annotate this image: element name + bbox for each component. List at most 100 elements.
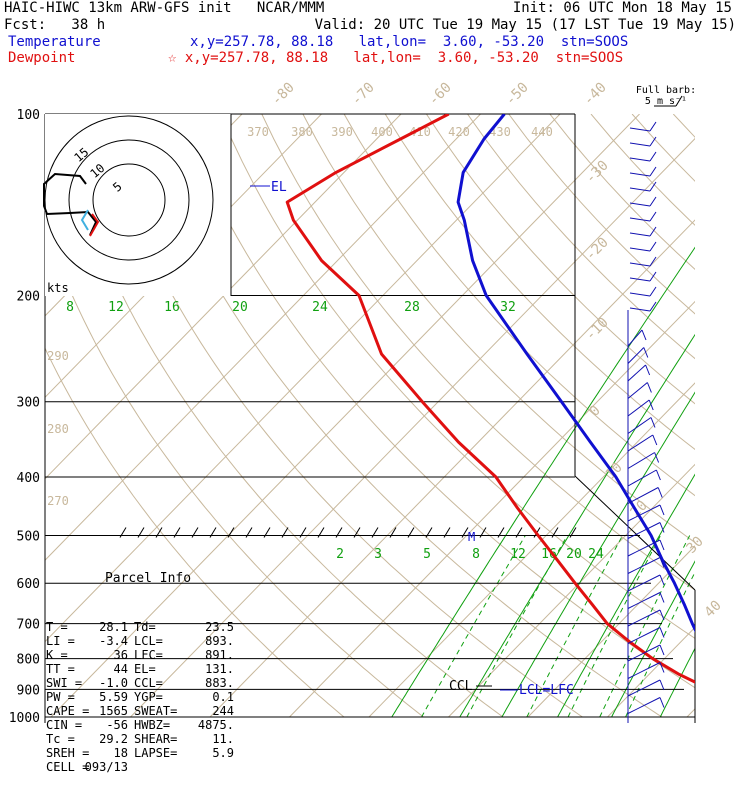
mixing-ratio-label: 8: [472, 547, 480, 562]
parcel-param-value: 5.59: [80, 690, 128, 705]
mixing-ratio-label: 5: [423, 547, 431, 562]
mixing-ratio-label: 3: [374, 547, 382, 562]
wind-barb-feather: [660, 680, 664, 690]
mixing-ratio-label: 20: [566, 547, 582, 562]
wind-barb-staff: [628, 348, 644, 364]
pressure-tick-label: 900: [17, 683, 40, 698]
wind-barb-feather: [642, 330, 646, 340]
hodograph-units-label: kts: [47, 281, 69, 295]
wind-barb-feather: [644, 348, 648, 358]
mixing-ratio-label: 12: [510, 547, 526, 562]
pressure-tick-label: 200: [17, 290, 40, 305]
el-marker-label: EL: [271, 180, 287, 195]
wind-barb-staff: [628, 383, 647, 399]
wind-barb-staff: [628, 558, 660, 574]
wind-barb-staff: [630, 173, 650, 176]
mixing-ratio-lines: [392, 114, 740, 717]
isotherm-label: -40: [581, 80, 610, 109]
isotherm-line: [528, 114, 740, 717]
wind-barb-feather: [660, 593, 664, 603]
isotherm-label: -50: [503, 80, 532, 109]
wind-barb-feather: [650, 197, 656, 206]
pressure-tick-label: 1000: [9, 711, 40, 726]
isotherm-line: [290, 114, 740, 717]
theta-label: 280: [47, 422, 69, 436]
theta-label: 290: [47, 349, 69, 363]
theta-label: 270: [47, 494, 69, 508]
wind-barb-staff: [628, 680, 660, 696]
parcel-param-value: 131.: [186, 662, 234, 677]
wind-barb-staff: [628, 435, 653, 451]
parcel-param-value: 1565: [80, 704, 128, 719]
parcel-param-name: Tc =: [46, 732, 80, 747]
wind-barbs: Full barb:5 m s⁻¹: [628, 85, 696, 714]
wind-barb-feather: [660, 645, 664, 655]
dewpoint-profile-line: [287, 114, 723, 717]
isotherm-label: 0: [587, 403, 604, 420]
wind-barb-feather: [660, 698, 664, 708]
parcel-param-name: SREH =: [46, 746, 80, 761]
lcl-lfc-marker-label: LCL=LFC: [519, 683, 574, 698]
hodograph-background: [45, 114, 231, 296]
header-init-time: Init: 06 UTC Mon 18 May 15: [513, 0, 732, 16]
header-valid-time: Valid: 20 UTC Tue 19 May 15 (17 LST Tue …: [315, 17, 736, 33]
parcel-param-name: CCL=: [128, 676, 186, 691]
isotherm-label: 40: [702, 598, 725, 621]
mixing-ratio-label: 12: [108, 300, 124, 315]
mixing-ratio-line: [725, 114, 740, 717]
wind-barb-feather: [650, 287, 656, 296]
parcel-param-name: LCL=: [128, 634, 186, 649]
wind-barb-feather: [650, 152, 656, 161]
pressure-tick-label: 400: [17, 471, 40, 486]
parcel-param-value: 893.: [186, 634, 234, 649]
wind-barb-feather: [656, 470, 660, 480]
barb-legend-title: Full barb:: [636, 85, 696, 96]
isotherm-label: -20: [583, 235, 612, 264]
parcel-param-name: HWBZ=: [128, 718, 186, 733]
wind-barb-staff: [628, 453, 655, 469]
header-forecast-hour: Fcst: 38 h: [4, 17, 105, 33]
wind-barb-feather: [650, 242, 656, 251]
parcel-param-name: SHEAR=: [128, 732, 186, 747]
parcel-param-value: -1.0: [80, 676, 128, 691]
parcel-param-value: 18: [80, 746, 128, 761]
ccl-marker-label: CCL: [449, 679, 473, 694]
parcel-param-name: PW =: [46, 690, 80, 705]
dry-adiabat-line: [714, 114, 740, 717]
theta-label: 380: [291, 125, 313, 139]
dry-adiabat-line: [632, 114, 740, 717]
plot-right-diagonal: [575, 476, 695, 590]
mixing-ratio-line: [558, 114, 740, 717]
header-model-title: HAIC-HIWC 13km ARW-GFS init NCAR/MMM: [4, 0, 324, 16]
legend-temperature-label: Temperature: [8, 34, 101, 50]
wind-barb-staff: [630, 158, 650, 161]
theta-label: 440: [531, 125, 553, 139]
dry-adiabat-line: [673, 114, 740, 717]
mixing-ratio-label: 24: [312, 300, 328, 315]
wind-barb-staff: [630, 293, 650, 296]
wind-barb-feather: [660, 540, 664, 550]
wind-barb-feather: [650, 137, 656, 146]
parcel-param-value: -3.4: [80, 634, 128, 649]
dry-adiabat-line: [303, 114, 740, 717]
mixing-ratio-label: 8: [66, 300, 74, 315]
parcel-param-value: -56: [80, 718, 128, 733]
wind-barb-staff: [630, 278, 650, 281]
mixing-ratio-label: 20: [232, 300, 248, 315]
parcel-param-name: CELL =: [46, 760, 80, 775]
isotherm-label: -70: [349, 80, 378, 109]
mixing-ratio-label: 2: [336, 547, 344, 562]
parcel-param-value: 5.9: [186, 746, 234, 761]
pressure-tick-label: 600: [17, 577, 40, 592]
wind-barb-feather: [650, 212, 656, 221]
mixing-ratio-line: [660, 114, 740, 717]
parcel-param-value: 883.: [186, 676, 234, 691]
pressure-tick-label: 300: [17, 396, 40, 411]
wind-barb-staff: [630, 218, 650, 221]
